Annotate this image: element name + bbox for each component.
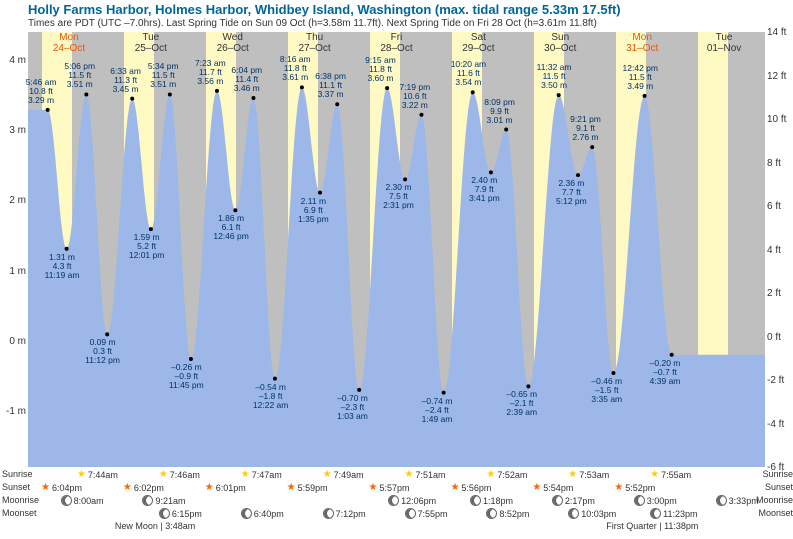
moonset-time: 10:03pm (568, 508, 616, 519)
tide-extreme-label: 8:09 pm9.9 ft3.01 m (484, 98, 515, 125)
ytick-ft: 10 ft (767, 114, 791, 125)
sunset-time: ★6:04pm (41, 482, 82, 493)
sunrise-time: ★7:51am (405, 469, 446, 480)
moonset-time: 7:55pm (405, 508, 448, 519)
sunrise-time: ★7:49am (323, 469, 364, 480)
astro-row-label: Moonrise (2, 495, 39, 505)
ytick-ft: 8 ft (767, 158, 791, 169)
moonrise-time: 3:33pm (716, 495, 759, 506)
ytick-ft: 6 ft (767, 201, 791, 212)
sunset-time: ★6:01pm (205, 482, 246, 493)
ytick-m: 1 m (2, 266, 26, 277)
tide-extreme-label: 0.09 m0.3 ft11:12 pm (85, 338, 120, 365)
moonrise-time: 2:17pm (552, 495, 595, 506)
tide-extreme-label: 1.31 m4.3 ft11:19 am (45, 253, 80, 280)
moon-phase-label: New Moon | 3:48am (115, 521, 195, 531)
ytick-ft: 2 ft (767, 288, 791, 299)
astro-rows: SunriseSunriseSunsetSunsetMoonriseMoonri… (28, 469, 765, 539)
ytick-m: 3 m (2, 125, 26, 136)
sunrise-time: ★7:44am (77, 469, 118, 480)
tide-extreme-label: 5:06 pm11.5 ft3.51 m (64, 62, 95, 89)
tide-extreme-label: 2.30 m7.5 ft2:31 pm (383, 183, 414, 210)
astro-row-label: Moonset (758, 508, 793, 518)
sunrise-time: ★7:53am (568, 469, 609, 480)
sunrise-time: ★7:47am (241, 469, 282, 480)
astro-row-label: Sunrise (762, 469, 793, 479)
tide-extreme-label: 9:21 pm9.1 ft2.76 m (570, 115, 601, 142)
tide-extreme-label: –0.65 m–2.1 ft2:39 am (506, 390, 537, 417)
sunset-time: ★5:59pm (287, 482, 328, 493)
ytick-m: 2 m (2, 195, 26, 206)
tide-extreme-label: –0.46 m–1.5 ft3:35 am (591, 377, 622, 404)
ytick-ft: 0 ft (767, 332, 791, 343)
ytick-m: -1 m (2, 406, 26, 417)
ytick-m: 0 m (2, 336, 26, 347)
moonrise-time: 12:06pm (388, 495, 436, 506)
tide-extreme-label: –0.26 m–0.9 ft11:45 pm (169, 363, 204, 390)
tide-extreme-label: –0.70 m–2.3 ft1:03 am (337, 394, 368, 421)
moonset-time: 8:52pm (486, 508, 529, 519)
tide-extreme-label: 9:15 am11.8 ft3.60 m (365, 56, 396, 83)
moonset-time: 6:40pm (241, 508, 284, 519)
sunrise-time: ★7:55am (650, 469, 691, 480)
astro-row-label: Moonset (2, 508, 37, 518)
tide-extreme-label: 5:34 pm11.5 ft3.51 m (148, 62, 179, 89)
tide-extreme-label: –0.54 m–1.8 ft12:22 am (253, 383, 288, 410)
sunset-time: ★5:54pm (532, 482, 573, 493)
chart-title: Holly Farms Harbor, Holmes Harbor, Whidb… (28, 2, 621, 17)
ytick-ft: 14 ft (767, 27, 791, 38)
tide-extreme-label: 7:19 pm10.6 ft3.22 m (399, 83, 430, 110)
moonrise-time: 1:18pm (470, 495, 513, 506)
moonrise-time: 8:00am (61, 495, 104, 506)
tide-extreme-label: 7:23 am11.7 ft3.56 m (195, 59, 226, 86)
tide-extreme-label: 5:46 am10.8 ft3.29 m (26, 78, 57, 105)
moon-phase-label: First Quarter | 11:38pm (606, 521, 698, 531)
tide-extreme-label: 6:04 pm11.4 ft3.46 m (231, 66, 262, 93)
ytick-ft: 4 ft (767, 245, 791, 256)
tide-extreme-label: –0.74 m–2.4 ft1:49 am (422, 397, 453, 424)
tide-extreme-label: 6:33 am11.3 ft3.45 m (110, 67, 141, 94)
tide-extreme-label: 1.86 m6.1 ft12:46 pm (213, 214, 248, 241)
tide-extreme-label: 8:16 am11.8 ft3.61 m (280, 55, 311, 82)
ytick-ft: -4 ft (767, 419, 791, 430)
tide-extreme-label: 2.11 m6.9 ft1:35 pm (298, 197, 329, 224)
tide-extreme-label: 1.59 m5.2 ft12:01 pm (129, 233, 164, 260)
astro-row-label: Sunset (765, 482, 793, 492)
moonset-time: 11:23pm (650, 508, 697, 519)
moonrise-time: 3:00pm (634, 495, 677, 506)
astro-row-label: Sunset (2, 482, 30, 492)
sunset-time: ★5:56pm (450, 482, 491, 493)
plot-area: Mon24–OctTue25–OctWed26–OctThu27–OctFri2… (28, 32, 765, 467)
astro-row-label: Sunrise (2, 469, 33, 479)
sunrise-time: ★7:52am (486, 469, 527, 480)
tide-extreme-label: 10:20 am11.6 ft3.54 m (451, 60, 486, 87)
tide-extreme-label: 2.36 m7.7 ft5:12 pm (556, 179, 587, 206)
chart-subtitle: Times are PDT (UTC –7.0hrs). Last Spring… (28, 18, 597, 29)
astro-row-label: Moonrise (756, 495, 793, 505)
tide-extreme-label: 2.40 m7.9 ft3:41 pm (469, 176, 500, 203)
moonset-time: 6:15pm (159, 508, 202, 519)
moonset-time: 7:12pm (323, 508, 366, 519)
tide-extreme-label: 11:32 am11.5 ft3.50 m (537, 63, 572, 90)
tide-extreme-label: –0.20 m–0.7 ft4:39 am (650, 359, 681, 386)
y-axis-right-ft: -6 ft-4 ft-2 ft0 ft2 ft4 ft6 ft8 ft10 ft… (767, 32, 791, 467)
tide-extreme-label: 6:38 pm11.1 ft3.37 m (315, 72, 346, 99)
sunset-time: ★5:57pm (369, 482, 410, 493)
sunset-time: ★6:02pm (123, 482, 164, 493)
ytick-ft: 12 ft (767, 71, 791, 82)
sunset-time: ★5:52pm (614, 482, 655, 493)
y-axis-left-m: -1 m 0 m 1 m 2 m 3 m 4 m (2, 32, 26, 467)
ytick-ft: -2 ft (767, 375, 791, 386)
sunrise-time: ★7:46am (159, 469, 200, 480)
tide-extreme-label: 12:42 pm11.5 ft3.49 m (623, 64, 658, 91)
ytick-m: 4 m (2, 55, 26, 66)
moonrise-time: 9:21am (142, 495, 185, 506)
